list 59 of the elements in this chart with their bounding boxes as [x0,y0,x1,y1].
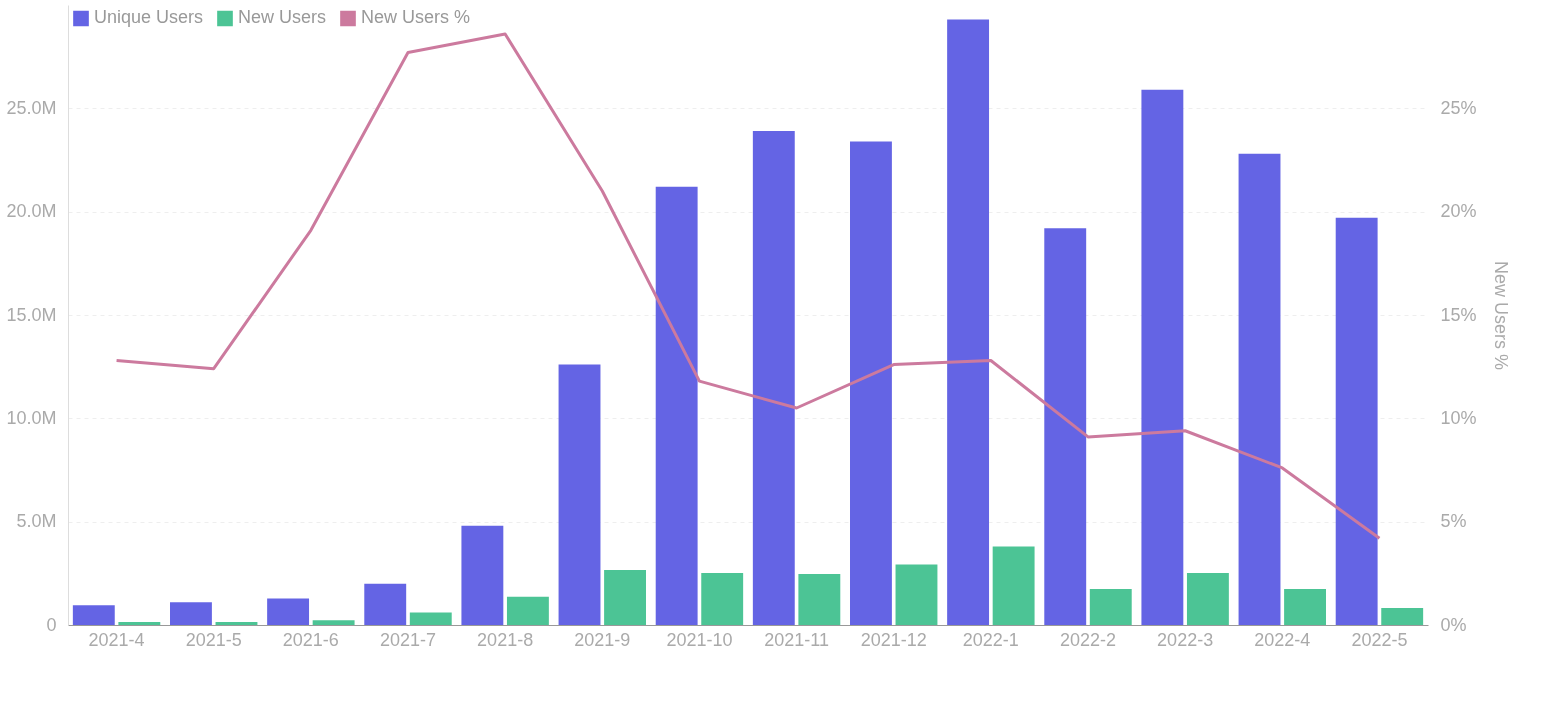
line-series [115,32,1381,540]
bar [312,620,355,625]
bar [895,564,938,625]
bar [1141,89,1184,625]
bar [558,364,601,625]
x-tick-label: 2022-5 [1351,629,1408,650]
y2-tick-label: 5% [1440,511,1467,532]
x-tick-label: 2021-8 [477,629,534,650]
bar [267,598,310,625]
y2-tick-label: 15% [1440,304,1477,325]
y2-tick-label: 0% [1440,614,1467,635]
bar [1335,217,1378,625]
x-tick-label: 2021-12 [860,629,927,650]
x-tick-label: 2021-6 [282,629,339,650]
bar [72,605,115,625]
bar [409,612,452,625]
bar [118,622,161,625]
bar [947,19,990,625]
bar [798,573,841,625]
x-tick-label: 2021-9 [574,629,631,650]
bar [655,186,698,625]
bar [701,572,744,625]
y-tick-label: 15.0M [6,304,57,325]
bar [752,131,795,625]
y-tick-label: 10.0M [6,407,57,428]
x-tick-label: 2022-4 [1254,629,1311,650]
legend-label: New Users [238,7,327,28]
bar [461,525,504,625]
y2-tick-label: 10% [1440,407,1477,428]
x-tick-label: 2021-10 [666,629,733,650]
x-tick-label: 2022-2 [1059,629,1117,650]
x-tick-label: 2022-3 [1157,629,1214,650]
x-tick-label: 2021-7 [379,629,437,650]
bar [1284,589,1326,625]
bar [1186,572,1229,625]
legend-label: Unique Users [94,7,204,28]
bar [1238,153,1281,625]
bar [506,596,549,625]
bar [364,583,407,625]
bar [1044,228,1087,625]
y2-tick-label: 20% [1440,201,1477,222]
y2-tick-label: 25% [1440,97,1477,118]
legend-label: New Users % [361,7,471,28]
bar [604,570,646,625]
bar [170,602,212,625]
bar [1381,608,1424,625]
y-tick-label: 25.0M [6,97,57,118]
x-tick-label: 2021-11 [764,629,829,650]
x-tick-label: 2021-5 [185,629,242,650]
y-tick-label: 20.0M [6,201,57,222]
x-tick-label: 2021-4 [88,629,145,650]
bar [1089,589,1132,625]
bar [992,546,1035,625]
x-tick-label: 2022-1 [962,629,1019,650]
y-tick-label: 0 [46,614,57,635]
y-tick-label: 5.0M [16,511,57,532]
bar [850,141,892,625]
bar [215,622,258,625]
y2-axis-title: New Users % [1490,260,1511,371]
